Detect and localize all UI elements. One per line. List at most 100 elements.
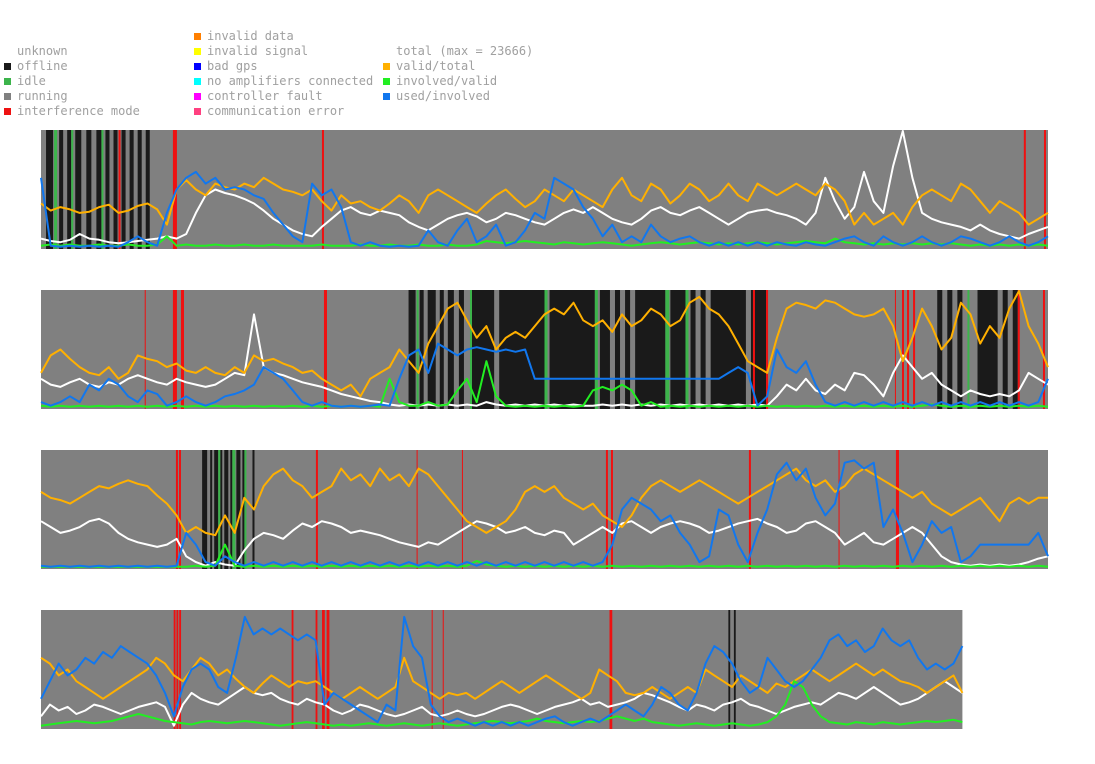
series-line-involved-valid	[40, 235, 1049, 247]
state-band-interference-mode	[291, 610, 294, 729]
state-band-interference-mode	[431, 610, 433, 729]
state-band-offline	[549, 290, 595, 409]
series-line-valid-total	[40, 176, 1049, 226]
legend-label: unknown	[17, 44, 68, 58]
state-band-interference-mode	[172, 130, 177, 249]
state-band-idle	[544, 290, 548, 409]
legend-swatch	[194, 63, 201, 70]
legend-swatch	[4, 93, 11, 100]
state-band-interference-mode	[901, 290, 904, 409]
legend-item-total-max-23666-: total (max = 23666)	[383, 44, 533, 59]
legend-swatch	[4, 63, 11, 70]
state-band-offline	[96, 130, 102, 249]
state-band-offline	[59, 130, 64, 249]
legend-label: communication error	[207, 104, 345, 118]
legend-label: total (max = 23666)	[396, 44, 534, 58]
state-band-interference-mode	[321, 130, 324, 249]
legend-swatch	[383, 63, 390, 70]
state-band-offline	[710, 290, 746, 409]
legend-item-valid-total: valid/total	[383, 59, 533, 74]
state-band-interference-mode	[323, 290, 327, 409]
state-band-interference-mode	[144, 290, 146, 409]
state-band-idle	[685, 290, 689, 409]
legend-label: no amplifiers connected	[207, 74, 374, 88]
series-line-total	[40, 680, 963, 727]
state-band-idle	[665, 290, 670, 409]
legend-label: idle	[17, 74, 46, 88]
state-band-interference-mode	[175, 450, 178, 569]
state-band-offline	[46, 130, 54, 249]
legend-item-invalid-signal: invalid signal	[194, 44, 373, 59]
state-band-interference-mode	[179, 610, 182, 729]
state-band-interference-mode	[1017, 290, 1020, 409]
state-band-offline	[670, 290, 686, 409]
state-band-interference-mode	[326, 610, 330, 729]
state-band-offline	[1002, 290, 1008, 409]
legend-item-controller-fault: controller fault	[194, 89, 373, 104]
state-band-interference-mode	[752, 290, 755, 409]
state-band-offline	[635, 290, 666, 409]
legend-label: controller fault	[207, 89, 323, 103]
state-band-offline	[129, 130, 134, 249]
legend-label: invalid signal	[207, 44, 309, 58]
legend-ratios: total (max = 23666) valid/total involved/v…	[383, 44, 533, 104]
state-band-offline	[214, 450, 219, 569]
legend-swatch	[194, 108, 201, 115]
state-band-idle	[232, 450, 236, 569]
chart-panel-3	[40, 450, 1049, 569]
legend-swatch	[4, 78, 11, 85]
state-band-offline	[957, 290, 963, 409]
series-line-used-involved	[40, 170, 1049, 248]
series-line-total	[40, 517, 1049, 567]
state-band-offline	[202, 450, 208, 569]
state-band-idle	[101, 130, 104, 249]
legend-swatch	[383, 78, 390, 85]
chart-panel-4	[40, 610, 964, 729]
state-band-offline	[728, 610, 731, 729]
series-line-valid-total	[40, 467, 1048, 537]
legend-item-involved-valid: involved/valid	[383, 74, 533, 89]
state-band-idle	[594, 290, 598, 409]
chart-panel-2	[40, 290, 1049, 409]
legend-label: used/involved	[396, 89, 490, 103]
state-band-offline	[137, 130, 142, 249]
state-band-interference-mode	[180, 290, 184, 409]
state-band-interference-mode	[748, 450, 751, 569]
state-band-offline	[419, 290, 424, 409]
legend-label: involved/valid	[396, 74, 498, 88]
series-line-used-involved	[40, 615, 964, 727]
legend-item-communication-error: communication error	[194, 104, 373, 119]
state-band-offline	[105, 130, 110, 249]
state-band-offline	[937, 290, 943, 409]
state-band-offline	[625, 290, 631, 409]
state-band-interference-mode	[315, 610, 318, 729]
legend-swatch	[383, 48, 390, 55]
state-band-offline	[230, 450, 233, 569]
legend-swatch	[194, 48, 201, 55]
series-line-valid-total	[40, 290, 1049, 398]
series-line-used-involved	[40, 342, 1049, 408]
legend-label: valid/total	[396, 59, 476, 73]
legend-label: invalid data	[207, 29, 294, 43]
state-band-interference-mode	[894, 290, 896, 409]
state-band-offline	[1012, 290, 1018, 409]
state-band-interference-mode	[1023, 130, 1026, 249]
legend-swatch	[4, 108, 11, 115]
series-line-valid-total	[40, 656, 964, 700]
legend-item-bad-gps: bad gps	[194, 59, 373, 74]
state-band-idle	[967, 290, 970, 409]
state-band-offline	[750, 290, 762, 409]
legend-item-unknown: unknown	[4, 44, 140, 59]
state-band-interference-mode	[461, 450, 463, 569]
legend-label: offline	[17, 59, 68, 73]
state-band-interference-mode	[172, 290, 177, 409]
series-line-used-involved	[40, 459, 1049, 568]
state-band-interference-mode	[442, 610, 444, 729]
legend-item-used-involved: used/involved	[383, 89, 533, 104]
legend-item-offline: offline	[4, 59, 140, 74]
state-band-interference-mode	[913, 290, 916, 409]
state-band-idle	[218, 450, 221, 569]
state-band-offline	[242, 450, 245, 569]
legend-item-idle: idle	[4, 74, 140, 89]
